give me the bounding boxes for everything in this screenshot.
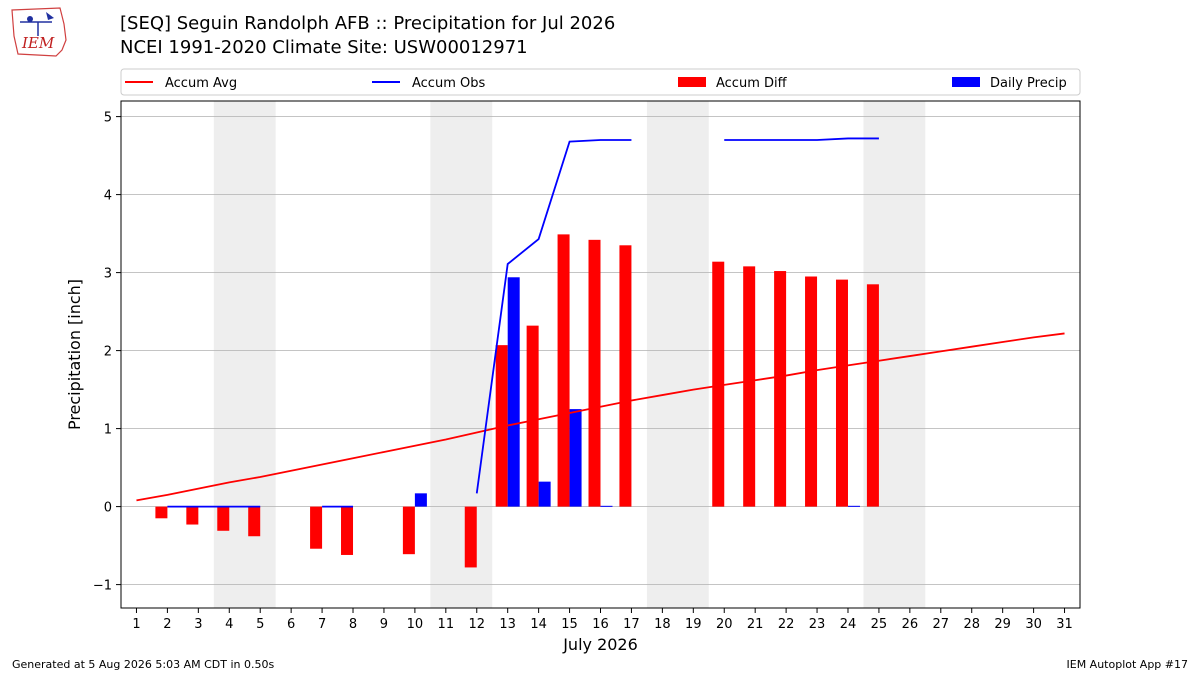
app-label: IEM Autoplot App #17 — [1066, 658, 1189, 671]
accum-diff-bar — [341, 506, 354, 555]
x-tick-label: 5 — [256, 617, 264, 632]
accum-diff-bar — [310, 506, 323, 549]
x-tick-label: 6 — [287, 617, 295, 632]
x-tick-label: 2 — [163, 617, 171, 632]
x-tick-label: 1 — [132, 617, 140, 632]
accum-obs-line — [724, 137, 879, 141]
x-tick-label: 15 — [561, 617, 578, 632]
legend-patch-swatch — [952, 77, 980, 87]
iem-logo: IEM — [8, 6, 70, 58]
x-tick-label: 26 — [902, 617, 919, 632]
y-tick-label: 0 — [104, 501, 112, 516]
accum-diff-bar — [526, 325, 539, 507]
x-tick-label: 13 — [499, 617, 516, 632]
x-tick-label: 7 — [318, 617, 326, 632]
legend-label: Accum Obs — [412, 76, 485, 91]
y-axis-label: Precipitation [inch] — [65, 279, 84, 430]
y-tick-label: 3 — [104, 267, 112, 282]
daily-precip-bar — [414, 493, 427, 507]
accum-diff-bar — [774, 271, 787, 507]
x-tick-label: 12 — [468, 617, 485, 632]
accum-avg-line — [136, 332, 1065, 502]
accum-diff-bar — [464, 506, 477, 568]
legend: Accum Avg Accum Obs Accum Diff Daily Precip — [120, 68, 1081, 96]
legend-patch-swatch — [678, 77, 706, 87]
accum-obs-line — [475, 139, 632, 494]
legend-label: Daily Precip — [990, 76, 1067, 91]
daily-precip-bar — [600, 505, 613, 507]
x-tick-label: 10 — [407, 617, 424, 632]
x-tick-label: 9 — [380, 617, 388, 632]
x-tick-label: 27 — [933, 617, 950, 632]
weekend-shade — [646, 101, 709, 608]
x-tick-label: 23 — [809, 617, 826, 632]
x-tick-label: 22 — [778, 617, 795, 632]
accum-diff-bar — [186, 506, 199, 525]
daily-precip-bar — [847, 505, 860, 507]
x-tick-label: 21 — [747, 617, 764, 632]
x-tick-label: 30 — [1025, 617, 1042, 632]
legend-label: Accum Diff — [716, 76, 788, 91]
accum-diff-bar — [619, 245, 632, 507]
accum-diff-bar — [155, 506, 168, 519]
accum-diff-bar — [557, 234, 570, 507]
accum-diff-bar — [495, 345, 508, 507]
logo-text: IEM — [21, 34, 55, 52]
x-tick-label: 16 — [592, 617, 609, 632]
weekend-shade — [213, 101, 276, 608]
accum-diff-bar — [588, 239, 601, 507]
x-tick-label: 14 — [530, 617, 547, 632]
accum-diff-bar — [835, 279, 848, 507]
y-tick-label: 4 — [104, 189, 112, 204]
accum-diff-bar — [805, 276, 818, 507]
x-tick-label: 3 — [194, 617, 202, 632]
accum-diff-bar — [248, 506, 261, 537]
accum-diff-bar — [712, 261, 725, 507]
weekend-shade — [430, 101, 493, 608]
daily-precip-bar — [538, 481, 551, 507]
x-tick-label: 31 — [1056, 617, 1073, 632]
page-title: [SEQ] Seguin Randolph AFB :: Precipitati… — [120, 13, 616, 34]
x-tick-label: 18 — [654, 617, 671, 632]
y-tick-label: 1 — [104, 423, 112, 438]
x-tick-label: 11 — [438, 617, 455, 632]
accum-diff-bar — [743, 266, 756, 507]
accum-diff-bar — [217, 506, 230, 531]
y-tick-label: −1 — [93, 579, 112, 594]
legend-label: Accum Avg — [165, 76, 237, 91]
accum-diff-bar — [866, 284, 879, 507]
x-tick-label: 17 — [623, 617, 640, 632]
x-tick-label: 25 — [871, 617, 888, 632]
page-subtitle: NCEI 1991-2020 Climate Site: USW00012971 — [120, 37, 528, 58]
x-tick-label: 24 — [840, 617, 857, 632]
y-tick-label: 5 — [104, 111, 112, 126]
x-tick-label: 20 — [716, 617, 733, 632]
accum-diff-bar — [402, 506, 415, 555]
x-tick-label: 8 — [349, 617, 357, 632]
daily-precip-bar — [507, 277, 520, 507]
x-tick-label: 19 — [685, 617, 702, 632]
x-tick-label: 28 — [963, 617, 980, 632]
x-tick-label: 4 — [225, 617, 233, 632]
x-axis-label: July 2026 — [562, 635, 638, 654]
legend-box — [120, 68, 1081, 96]
x-tick-label: 29 — [994, 617, 1011, 632]
daily-precip-bar — [569, 409, 582, 507]
generated-timestamp: Generated at 5 Aug 2026 5:03 AM CDT in 0… — [12, 658, 275, 671]
y-tick-label: 2 — [104, 345, 112, 360]
